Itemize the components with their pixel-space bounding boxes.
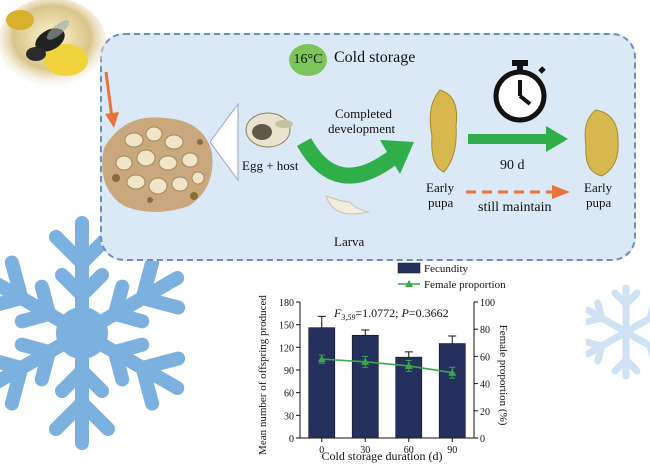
zoom-wedge	[210, 102, 239, 182]
duration-arrow	[468, 126, 568, 152]
y-right-tick-label: 40	[480, 380, 490, 391]
egg-host-pile	[102, 117, 213, 212]
egg-host-label: Egg + host	[242, 158, 299, 173]
x-tick-label: 90	[447, 445, 457, 456]
y-left-tick-label: 30	[284, 411, 294, 422]
completed-label-line2: development	[328, 121, 396, 136]
early-pupa-right-line1: Early	[584, 180, 613, 195]
female-proportion-line	[321, 358, 453, 374]
female-proportion-point	[361, 357, 370, 365]
female-proportion-point	[404, 361, 413, 369]
legend-fecundity-label: Fecundity	[424, 263, 468, 275]
y-axis-left-title: Mean number of offspring produced	[257, 295, 269, 455]
orange-down-arrow	[104, 71, 119, 128]
egg-host-image	[245, 112, 293, 148]
legend-female-label: Female proportion	[424, 279, 506, 291]
y-left-tick-label: 180	[279, 298, 294, 309]
storage-title: Cold storage	[334, 49, 416, 66]
snowflake-large-icon	[0, 216, 190, 465]
completed-label-line1: Completed	[335, 106, 393, 121]
development-curved-arrow	[296, 137, 414, 184]
female-proportion-point	[448, 368, 457, 376]
legend-fecundity-swatch	[397, 262, 421, 274]
x-axis-title: Cold storage duration (d)	[322, 449, 443, 463]
x-tick-label: 0	[319, 445, 324, 456]
y-left-tick-label: 120	[279, 343, 294, 354]
early-pupa-left-line2: pupa	[428, 195, 454, 210]
early-pupa-left-line1: Early	[426, 180, 455, 195]
still-maintain-arrow	[466, 185, 570, 199]
fecundity-bar	[351, 334, 379, 439]
y-right-tick-label: 0	[480, 434, 485, 445]
larva-image	[325, 195, 370, 215]
snowflake-small-icon	[586, 284, 650, 382]
still-maintain-label: still maintain	[478, 200, 552, 215]
y-right-tick-label: 80	[480, 325, 490, 336]
stats-annotation: F3,59=1.0772; P=0.3662	[333, 306, 449, 322]
x-tick-label: 30	[360, 445, 370, 456]
y-left-tick-label: 90	[284, 366, 294, 377]
temperature-badge: 16°C	[289, 44, 327, 76]
stopwatch-icon	[493, 60, 547, 123]
y-left-tick-label: 0	[289, 434, 294, 445]
duration-label: 90 d	[500, 158, 525, 173]
x-tick-label: 60	[404, 445, 414, 456]
larva-label: Larva	[334, 234, 365, 249]
legend-female-marker	[405, 280, 413, 287]
early-pupa-left-image	[429, 89, 458, 173]
early-pupa-right-image	[584, 109, 619, 177]
y-axis-right-title: Female proportion (%)	[497, 325, 509, 426]
y-right-tick-label: 60	[480, 352, 490, 363]
y-left-tick-label: 60	[284, 389, 294, 400]
y-right-tick-label: 20	[480, 407, 490, 418]
wasp-photo	[0, 0, 106, 86]
fecundity-bar	[308, 327, 336, 439]
early-pupa-right-line2: pupa	[586, 195, 612, 210]
y-right-tick-label: 100	[480, 298, 495, 309]
y-left-tick-label: 150	[279, 321, 294, 332]
fecundity-bar	[438, 343, 466, 439]
female-proportion-point	[317, 355, 326, 363]
